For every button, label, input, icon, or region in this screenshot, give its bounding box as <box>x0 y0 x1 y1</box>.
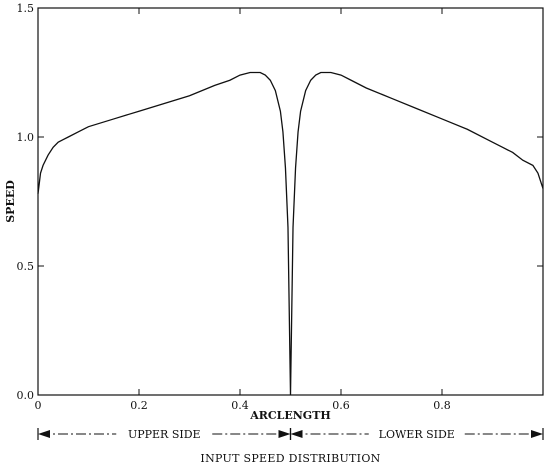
arrowhead-right <box>531 430 543 438</box>
side-spans: UPPER SIDE LOWER SIDE <box>37 428 544 441</box>
arrowhead-left <box>38 430 50 438</box>
y-tick-label: 0.5 <box>17 260 35 273</box>
arrowhead-right <box>278 430 291 438</box>
x-tick-label: 0.8 <box>433 399 451 412</box>
y-tick-label: 0.0 <box>17 389 35 402</box>
x-axis-title: ARCLENGTH <box>249 409 331 422</box>
x-tick-label: 0.2 <box>130 399 148 412</box>
plot-frame <box>37 7 544 396</box>
x-tick-label: 0.6 <box>332 399 350 412</box>
x-tick-label: 0.4 <box>231 399 249 412</box>
span-label: UPPER SIDE <box>128 428 201 441</box>
y-tick-label: 1.5 <box>17 2 35 15</box>
lower-side-span: LOWER SIDE <box>289 428 544 441</box>
arrowhead-left <box>290 430 303 438</box>
x-tick-label: 0 <box>35 399 42 412</box>
upper-side-span: UPPER SIDE <box>37 428 292 441</box>
y-axis-ticks: 0.0 0.5 1.0 1.5 <box>17 2 543 402</box>
y-tick-label: 1.0 <box>17 131 35 144</box>
figure-caption: INPUT SPEED DISTRIBUTION <box>200 452 380 465</box>
span-label: LOWER SIDE <box>379 428 455 441</box>
y-axis-title: SPEED <box>4 180 17 223</box>
speed-curve <box>37 71 544 396</box>
x-axis-ticks: 0 0.2 0.4 0.6 0.8 <box>35 8 451 412</box>
